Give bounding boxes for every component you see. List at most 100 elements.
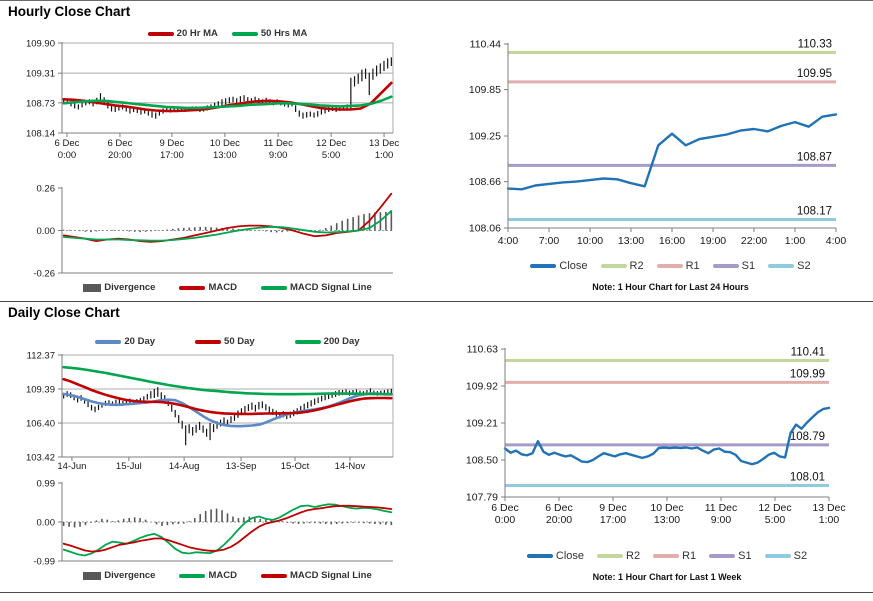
x-tick-label: 5:00 [765, 514, 786, 526]
x-tick-label: 15-Jul [116, 461, 142, 472]
20-day-swatch-icon [95, 339, 122, 344]
y-tick-label: 109.31 [26, 69, 55, 80]
close-swatch-icon [530, 264, 557, 268]
series-macd-signal-line [62, 209, 393, 242]
20-hr-ma-swatch-icon [147, 31, 174, 36]
x-tick-label: 1:00 [785, 235, 806, 247]
legend-label: 20 Day [124, 336, 156, 347]
x-tick-label: 6 Dec [491, 502, 518, 514]
y-tick-label: 108.06 [469, 223, 501, 235]
macd-signal-line-swatch-icon [260, 285, 287, 290]
x-tick-label: 1:00 [375, 150, 394, 161]
legend-item-divergence: Divergence [83, 570, 155, 581]
x-tick-label: 0:00 [58, 150, 77, 161]
y-tick-label: 0.00 [37, 226, 56, 237]
legend-daily-macd: Divergence MACD MACD Signal Line [62, 570, 393, 581]
y-tick-label: 110.63 [467, 344, 498, 356]
legend-item-r2: R2 [600, 260, 644, 272]
x-tick-label: 10 Dec [650, 502, 683, 514]
legend-label: 50 Day [224, 336, 255, 347]
hline-label-s1: 108.87 [797, 151, 832, 163]
legend-item-20-hr-ma: 20 Hr MA [147, 28, 218, 39]
series-macd [62, 503, 393, 557]
x-tick-label: 17:00 [600, 514, 626, 526]
x-tick-label: 20:00 [108, 150, 132, 161]
legend-item-macd: MACD [179, 570, 237, 581]
legend-item-close: Close [526, 550, 585, 562]
x-tick-label: 16:00 [659, 235, 685, 247]
series-close [506, 113, 838, 191]
hline-label-r2: 110.33 [798, 39, 832, 51]
legend-item-s1: S1 [709, 550, 752, 562]
x-tick-label: 9:00 [269, 150, 288, 161]
legend-label: R1 [685, 260, 700, 272]
y-tick-label: 0.26 [37, 184, 56, 195]
y-tick-label: 107.79 [466, 492, 498, 504]
series-macd [62, 192, 393, 243]
legend-label: MACD Signal Line [289, 282, 372, 293]
chart-daily-macd: 0.99 0.00 -0.99 [33, 479, 393, 568]
legend-item-macd: MACD [179, 282, 237, 293]
legend-hourly-price: 20 Hr MA 50 Hrs MA [62, 28, 393, 39]
y-tick-label: 109.39 [26, 384, 55, 395]
s2-swatch-icon [768, 264, 795, 268]
series-50-hrs-ma [62, 95, 393, 110]
r1-swatch-icon [653, 554, 680, 558]
legend-item-200-day: 200 Day [294, 336, 360, 347]
x-tick-label: 10:00 [577, 235, 603, 247]
hline-label-s1: 108.79 [790, 431, 825, 443]
series-macd-signal-line [62, 504, 393, 553]
x-tick-label: 5:00 [322, 150, 341, 161]
x-tick-label: 13:00 [618, 235, 644, 247]
legend-label: 20 Hr MA [176, 28, 218, 39]
legend-label: R2 [626, 550, 641, 562]
x-tick-label: 11 Dec [263, 138, 293, 149]
note-pivot-24h: Note: 1 Hour Chart for Last 24 Hours [592, 282, 749, 292]
legend-item-r2: R2 [597, 550, 640, 562]
x-tick-label: 12 Dec [758, 502, 791, 514]
legend-item-50-day: 50 Day [195, 336, 255, 347]
macd-signal-line-swatch-icon [260, 573, 287, 578]
y-tick-label: 108.73 [26, 98, 55, 109]
legend-item-r1: R1 [656, 260, 700, 272]
x-tick-label: 22:00 [741, 235, 767, 247]
x-tick-label: 14-Jun [57, 461, 86, 472]
y-tick-label: 108.14 [26, 129, 55, 140]
x-tick-label: 4:00 [498, 235, 519, 247]
chart-pivot-24h: 110.33 109.95 108.87 108.17 110.44 109.85 109.… [469, 39, 847, 248]
hline-label-r1: 109.95 [797, 68, 832, 80]
legend-item-macd-signal-line: MACD Signal Line [260, 282, 372, 293]
legend-item-s2: S2 [768, 260, 811, 272]
legend-label: MACD [208, 570, 237, 581]
chart-pivot-1w: 110.41 109.99 108.79 108.01 110.63 109.92 109.… [466, 344, 846, 527]
x-tick-label: 13 Dec [812, 502, 845, 514]
daily-section-title: Daily Close Chart [8, 305, 120, 320]
legend-label: Divergence [104, 570, 156, 581]
x-tick-label: 1:00 [819, 514, 840, 526]
x-tick-label: 14-Aug [169, 461, 200, 472]
hline-label-s2: 108.01 [790, 472, 825, 484]
series-200-day [62, 365, 393, 396]
y-tick-label: 110.44 [470, 39, 501, 51]
x-tick-label: 9 Dec [159, 138, 184, 149]
r1-swatch-icon [656, 264, 683, 268]
r2-swatch-icon [597, 554, 624, 558]
y-tick-label: 109.92 [466, 381, 498, 393]
x-tick-label: 13:00 [213, 150, 237, 161]
y-tick-label: 108.50 [466, 455, 498, 467]
s1-swatch-icon [709, 554, 736, 558]
chart-hourly-macd: 0.26 0.00 -0.26 [33, 184, 393, 280]
s2-swatch-icon [764, 554, 791, 558]
legend-item-s1: S1 [712, 260, 755, 272]
y-tick-label: 109.90 [26, 39, 55, 50]
legend-label: R1 [682, 550, 697, 562]
200-day-swatch-icon [294, 339, 321, 344]
legend-item-close: Close [530, 260, 588, 272]
y-tick-label: -0.26 [33, 269, 55, 280]
hourly-section-title: Hourly Close Chart [8, 4, 131, 19]
x-tick-label: 0:00 [495, 514, 516, 526]
legend-label: R2 [629, 260, 644, 272]
legend-label: Close [555, 550, 585, 562]
